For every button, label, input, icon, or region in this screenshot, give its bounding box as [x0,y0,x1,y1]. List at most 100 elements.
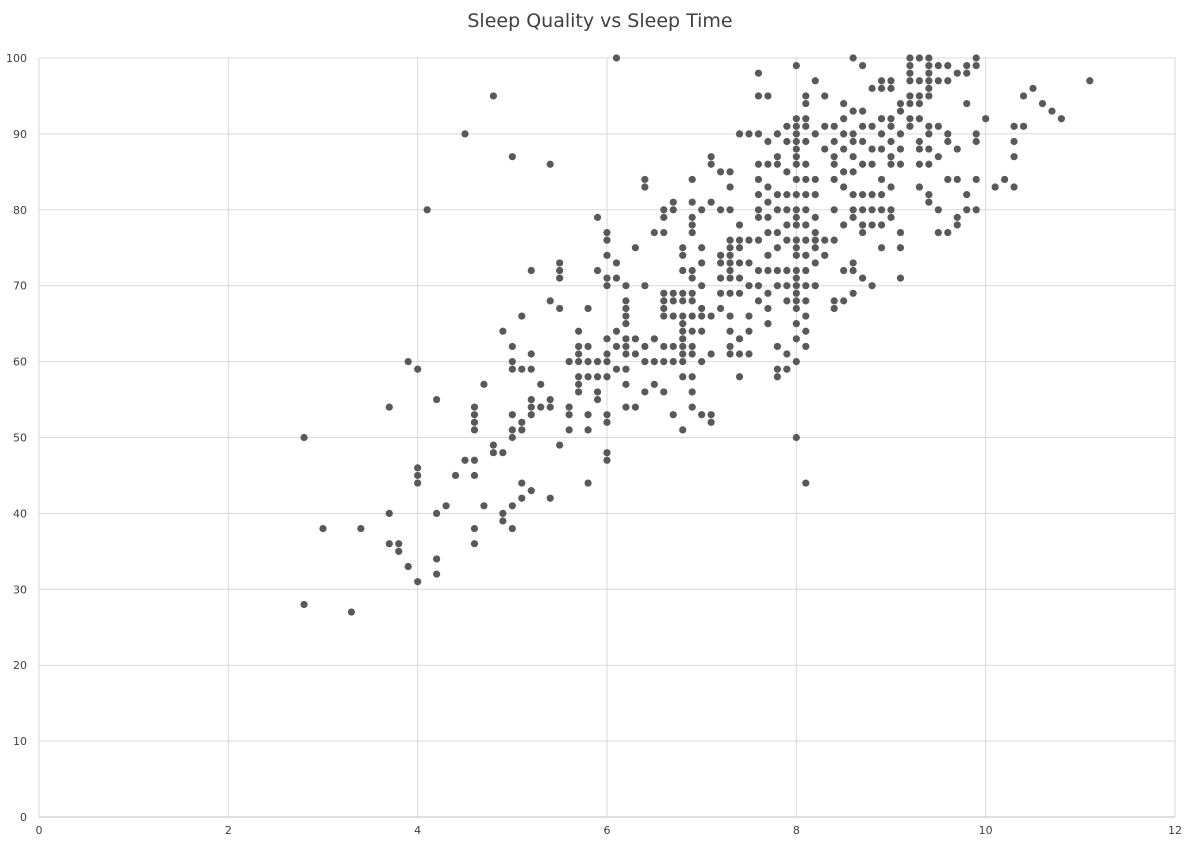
data-point [669,289,677,297]
data-point [461,456,469,464]
data-point [698,327,706,335]
data-point [783,365,791,373]
data-point [944,137,952,146]
data-point [792,282,800,290]
data-point [527,365,535,373]
data-point [802,92,810,100]
data-point [773,160,782,168]
data-point [859,122,867,130]
data-point [745,312,753,320]
data-point [792,335,800,343]
data-point [745,130,753,138]
data-point [896,274,905,282]
data-point [972,137,980,146]
x-tick-label: 8 [793,824,800,837]
data-point [518,365,526,373]
data-point [840,145,848,153]
data-point [518,312,526,320]
data-point [603,456,611,464]
data-point [556,259,564,267]
data-point [508,524,516,533]
data-point [915,145,924,153]
data-point [707,198,715,206]
data-point [906,61,914,70]
data-point [499,509,507,517]
data-point [717,168,725,176]
data-point [830,304,838,313]
data-point [925,198,933,206]
data-point [754,130,763,138]
data-point [896,130,905,138]
data-point [915,137,924,146]
data-point [764,183,772,191]
data-point [612,259,621,267]
data-point [726,342,734,351]
data-point [868,191,876,199]
data-point [518,494,526,502]
data-point [773,282,782,290]
data-point [679,244,687,252]
x-tick-label: 2 [225,824,232,837]
data-point [811,130,819,138]
data-point [679,297,687,305]
data-point [726,251,734,259]
data-point [783,282,791,290]
data-point [754,282,763,290]
data-point [754,297,763,305]
y-tick-label: 100 [6,52,27,65]
data-point [679,266,687,275]
data-point [868,84,876,92]
data-point [915,99,924,108]
data-point [821,145,829,153]
data-point [840,168,848,176]
data-point [821,122,829,130]
data-point [840,297,848,305]
data-point [764,289,772,297]
data-point [792,153,800,161]
data-point [726,259,734,267]
data-point [773,228,782,237]
data-point [925,77,933,85]
data-point [556,274,564,282]
data-point [887,206,895,214]
data-point [622,304,630,313]
data-point [764,198,772,206]
data-point [802,99,810,108]
data-point [887,77,895,85]
data-point [754,175,763,184]
data-point [925,84,933,92]
data-point [811,77,819,85]
data-point [764,137,772,146]
data-point [896,160,905,168]
data-point [688,342,696,351]
data-point [688,388,696,396]
data-point [575,350,583,358]
data-point [906,77,914,85]
data-point [811,213,819,221]
data-point [859,107,867,115]
data-point [527,350,535,358]
data-point [641,342,649,351]
data-point [830,175,838,184]
data-point [792,115,800,123]
data-point [868,160,876,168]
data-point [669,411,677,419]
data-point [717,304,725,313]
data-point [896,107,905,115]
data-point [953,69,961,77]
data-point [849,266,857,275]
data-point [1010,183,1018,191]
data-point [622,342,630,351]
data-point [717,274,725,282]
data-point [603,411,611,419]
data-point [575,358,583,366]
data-point [811,228,819,237]
data-point [906,92,914,100]
data-point [698,206,706,214]
data-point [735,236,744,244]
data-point [726,312,734,320]
data-point [688,312,696,320]
data-point [877,130,886,138]
data-point [433,555,441,563]
data-point [877,221,886,229]
